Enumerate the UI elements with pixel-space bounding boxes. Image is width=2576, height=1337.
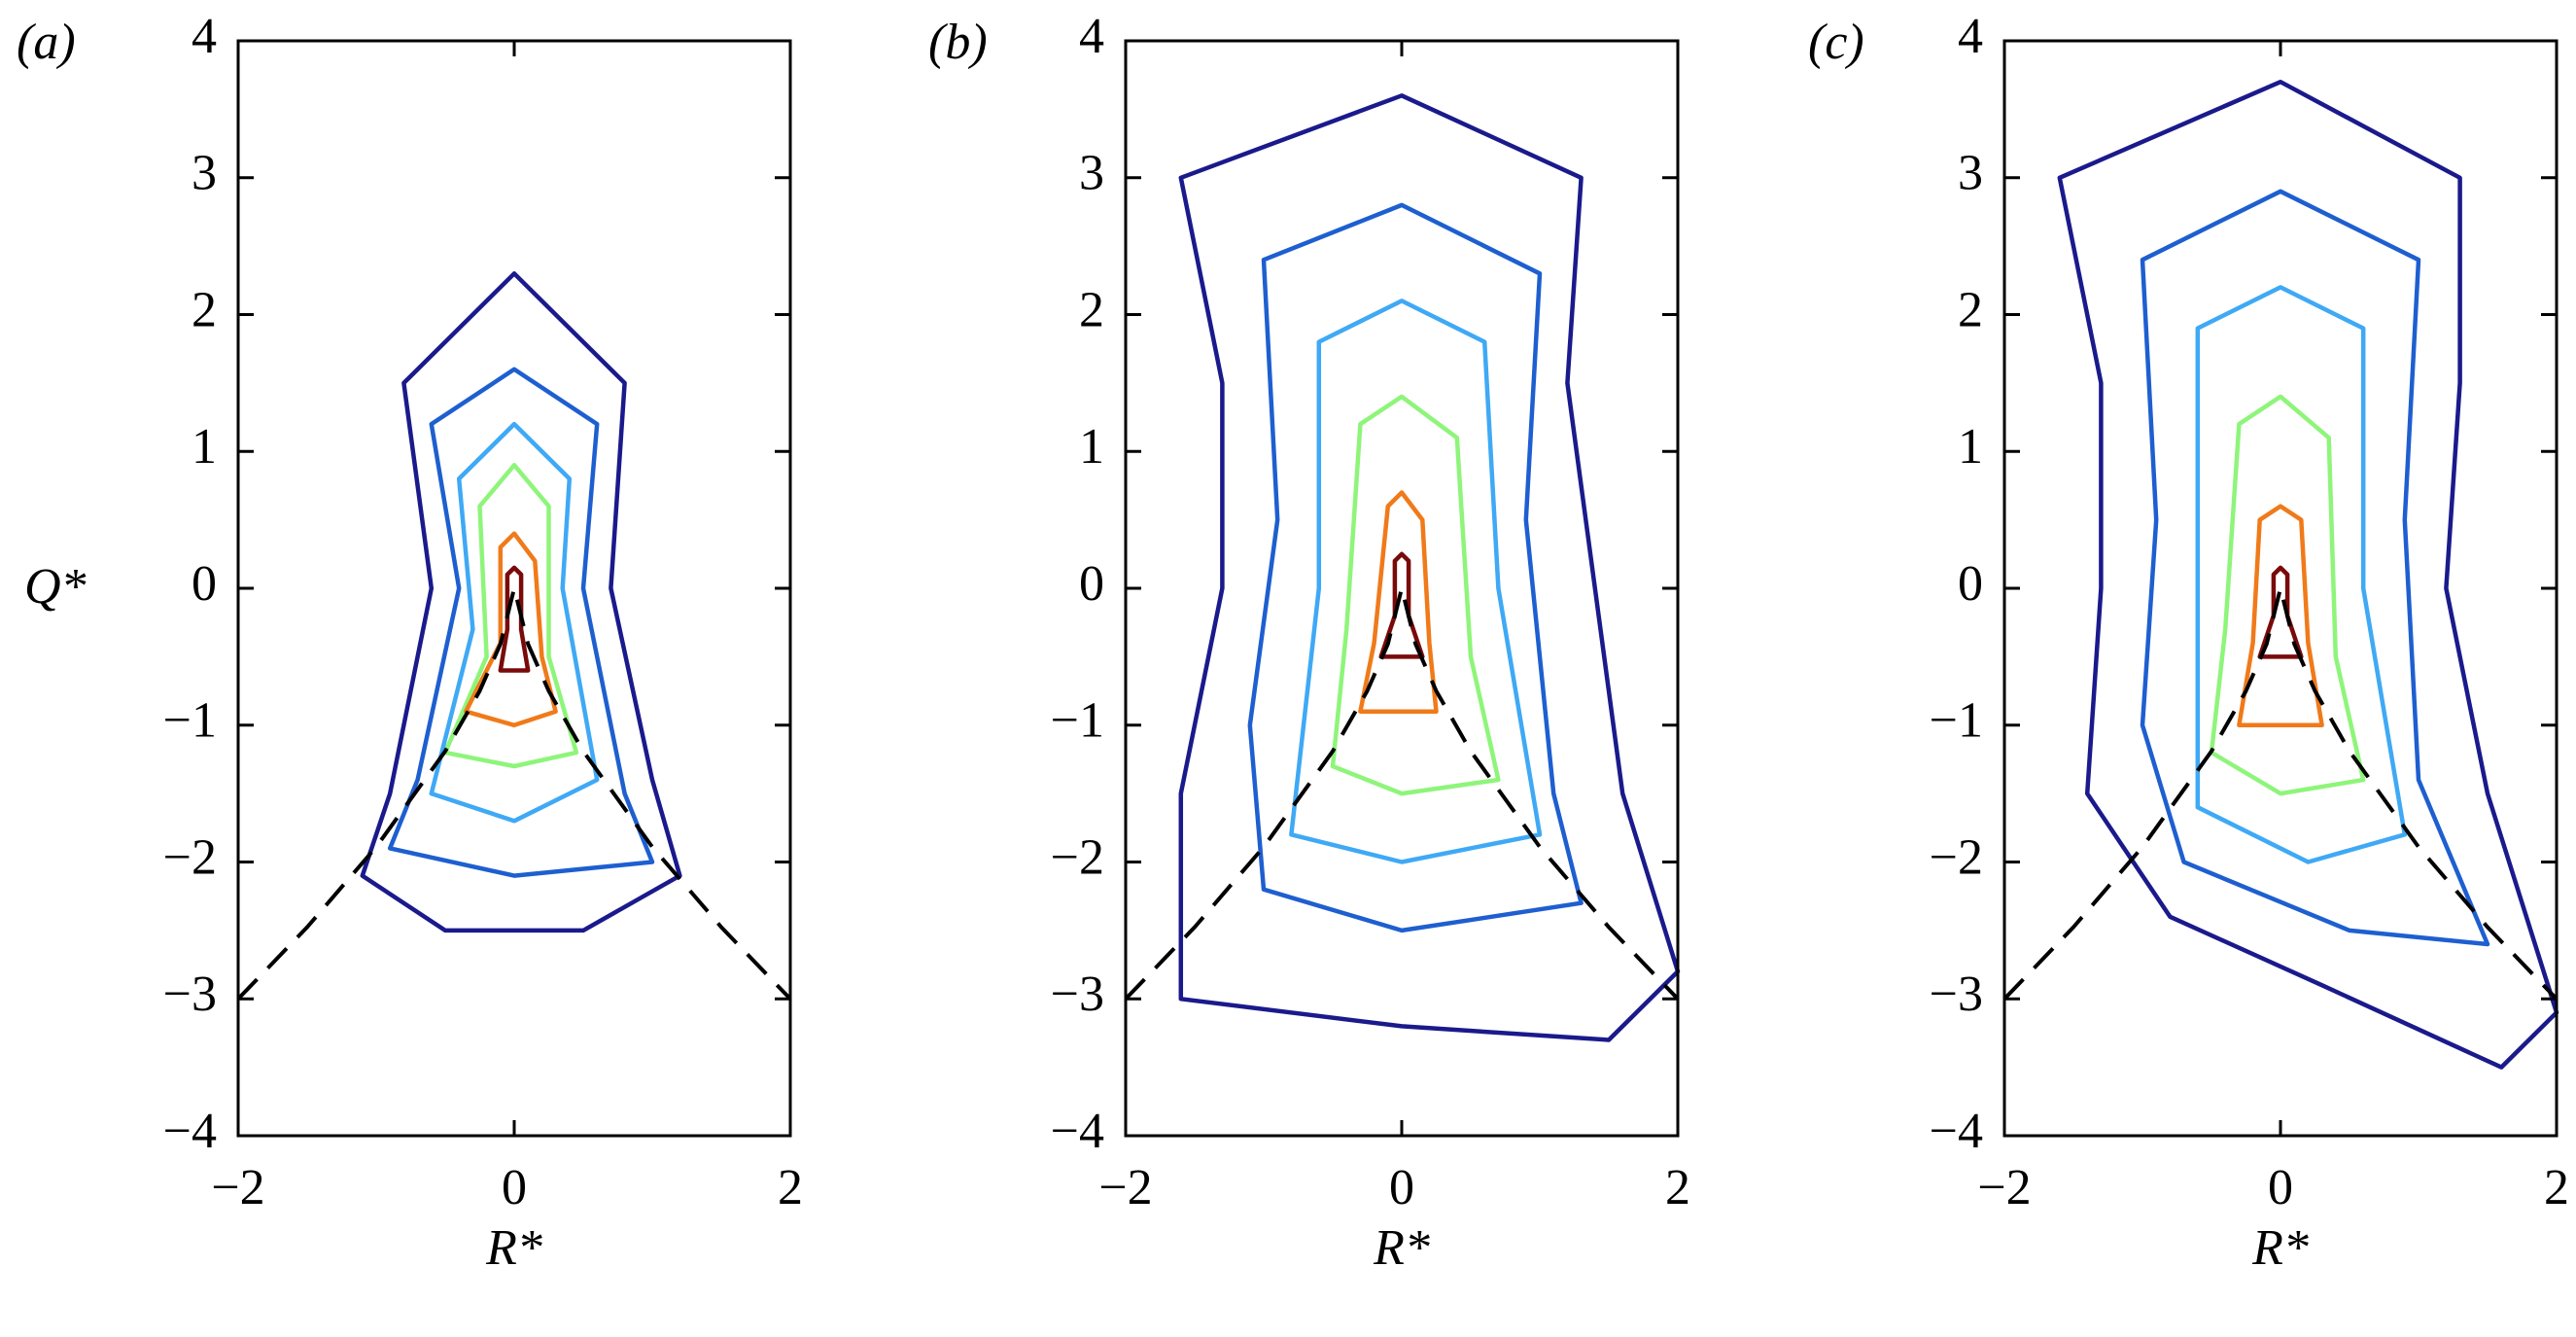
contour: [442, 463, 579, 769]
y-tick-label: −1: [1930, 693, 1983, 749]
contour: [360, 271, 682, 933]
y-tick-label: 3: [191, 146, 217, 201]
y-tick-label: 4: [1958, 9, 1983, 64]
x-tick-label: −2: [1098, 1160, 1152, 1215]
y-tick-label: −4: [163, 1104, 217, 1159]
y-tick-label: 4: [191, 9, 217, 64]
y-tick-label: −4: [1930, 1104, 1983, 1159]
y-tick-label: −2: [1051, 829, 1104, 885]
contour: [498, 565, 531, 673]
contour: [1358, 490, 1439, 714]
y-tick-label: 1: [1958, 419, 1983, 475]
x-axis-label: R*: [485, 1220, 542, 1276]
x-tick-label: 0: [2268, 1160, 2293, 1215]
y-tick-label: 4: [1079, 9, 1104, 64]
x-tick-label: 2: [2544, 1160, 2569, 1215]
y-axis-label: Q*: [24, 559, 87, 615]
y-tick-label: −3: [163, 967, 217, 1022]
panel-label: (b): [928, 15, 988, 70]
contour: [1178, 93, 1681, 1042]
x-tick-label: 0: [502, 1160, 527, 1215]
x-tick-label: −2: [211, 1160, 264, 1215]
y-tick-label: −2: [163, 829, 217, 885]
boundary-line: [236, 586, 792, 1001]
y-tick-label: −4: [1051, 1104, 1104, 1159]
x-tick-label: 0: [1389, 1160, 1414, 1215]
x-tick-label: 2: [778, 1160, 803, 1215]
contour: [2057, 79, 2559, 1070]
contour: [1247, 202, 1584, 933]
y-tick-label: 0: [1958, 556, 1983, 612]
contour: [1289, 299, 1543, 864]
contour: [2195, 285, 2408, 864]
y-tick-label: 0: [191, 556, 217, 612]
x-tick-label: 2: [1665, 1160, 1690, 1215]
y-tick-label: 0: [1079, 556, 1104, 612]
x-axis-label: R*: [2251, 1220, 2309, 1276]
contour: [429, 421, 600, 824]
y-tick-label: −3: [1051, 967, 1104, 1022]
plot-frame: [236, 39, 792, 1138]
y-tick-label: 1: [191, 419, 217, 475]
contour: [387, 367, 655, 878]
contour: [1378, 551, 1425, 659]
y-tick-label: −1: [1051, 693, 1104, 749]
y-tick-label: −1: [163, 693, 217, 749]
panel-label: (a): [17, 15, 76, 70]
y-tick-label: 1: [1079, 419, 1104, 475]
x-axis-label: R*: [1373, 1220, 1430, 1276]
y-tick-label: −3: [1930, 967, 1983, 1022]
panel-label: (c): [1808, 15, 1864, 70]
contour: [2140, 189, 2490, 947]
contour: [2237, 504, 2324, 728]
plot-frame: [2002, 39, 2559, 1138]
y-tick-label: 3: [1958, 146, 1983, 201]
y-tick-label: 2: [1958, 282, 1983, 337]
y-tick-label: 3: [1079, 146, 1104, 201]
contour: [464, 531, 558, 728]
contour: [2209, 394, 2366, 796]
x-tick-label: −2: [1977, 1160, 2031, 1215]
contour: [2257, 565, 2304, 659]
contour: [1330, 394, 1501, 796]
y-tick-label: −2: [1930, 829, 1983, 885]
y-tick-label: 2: [191, 282, 217, 337]
y-tick-label: 2: [1079, 282, 1104, 337]
